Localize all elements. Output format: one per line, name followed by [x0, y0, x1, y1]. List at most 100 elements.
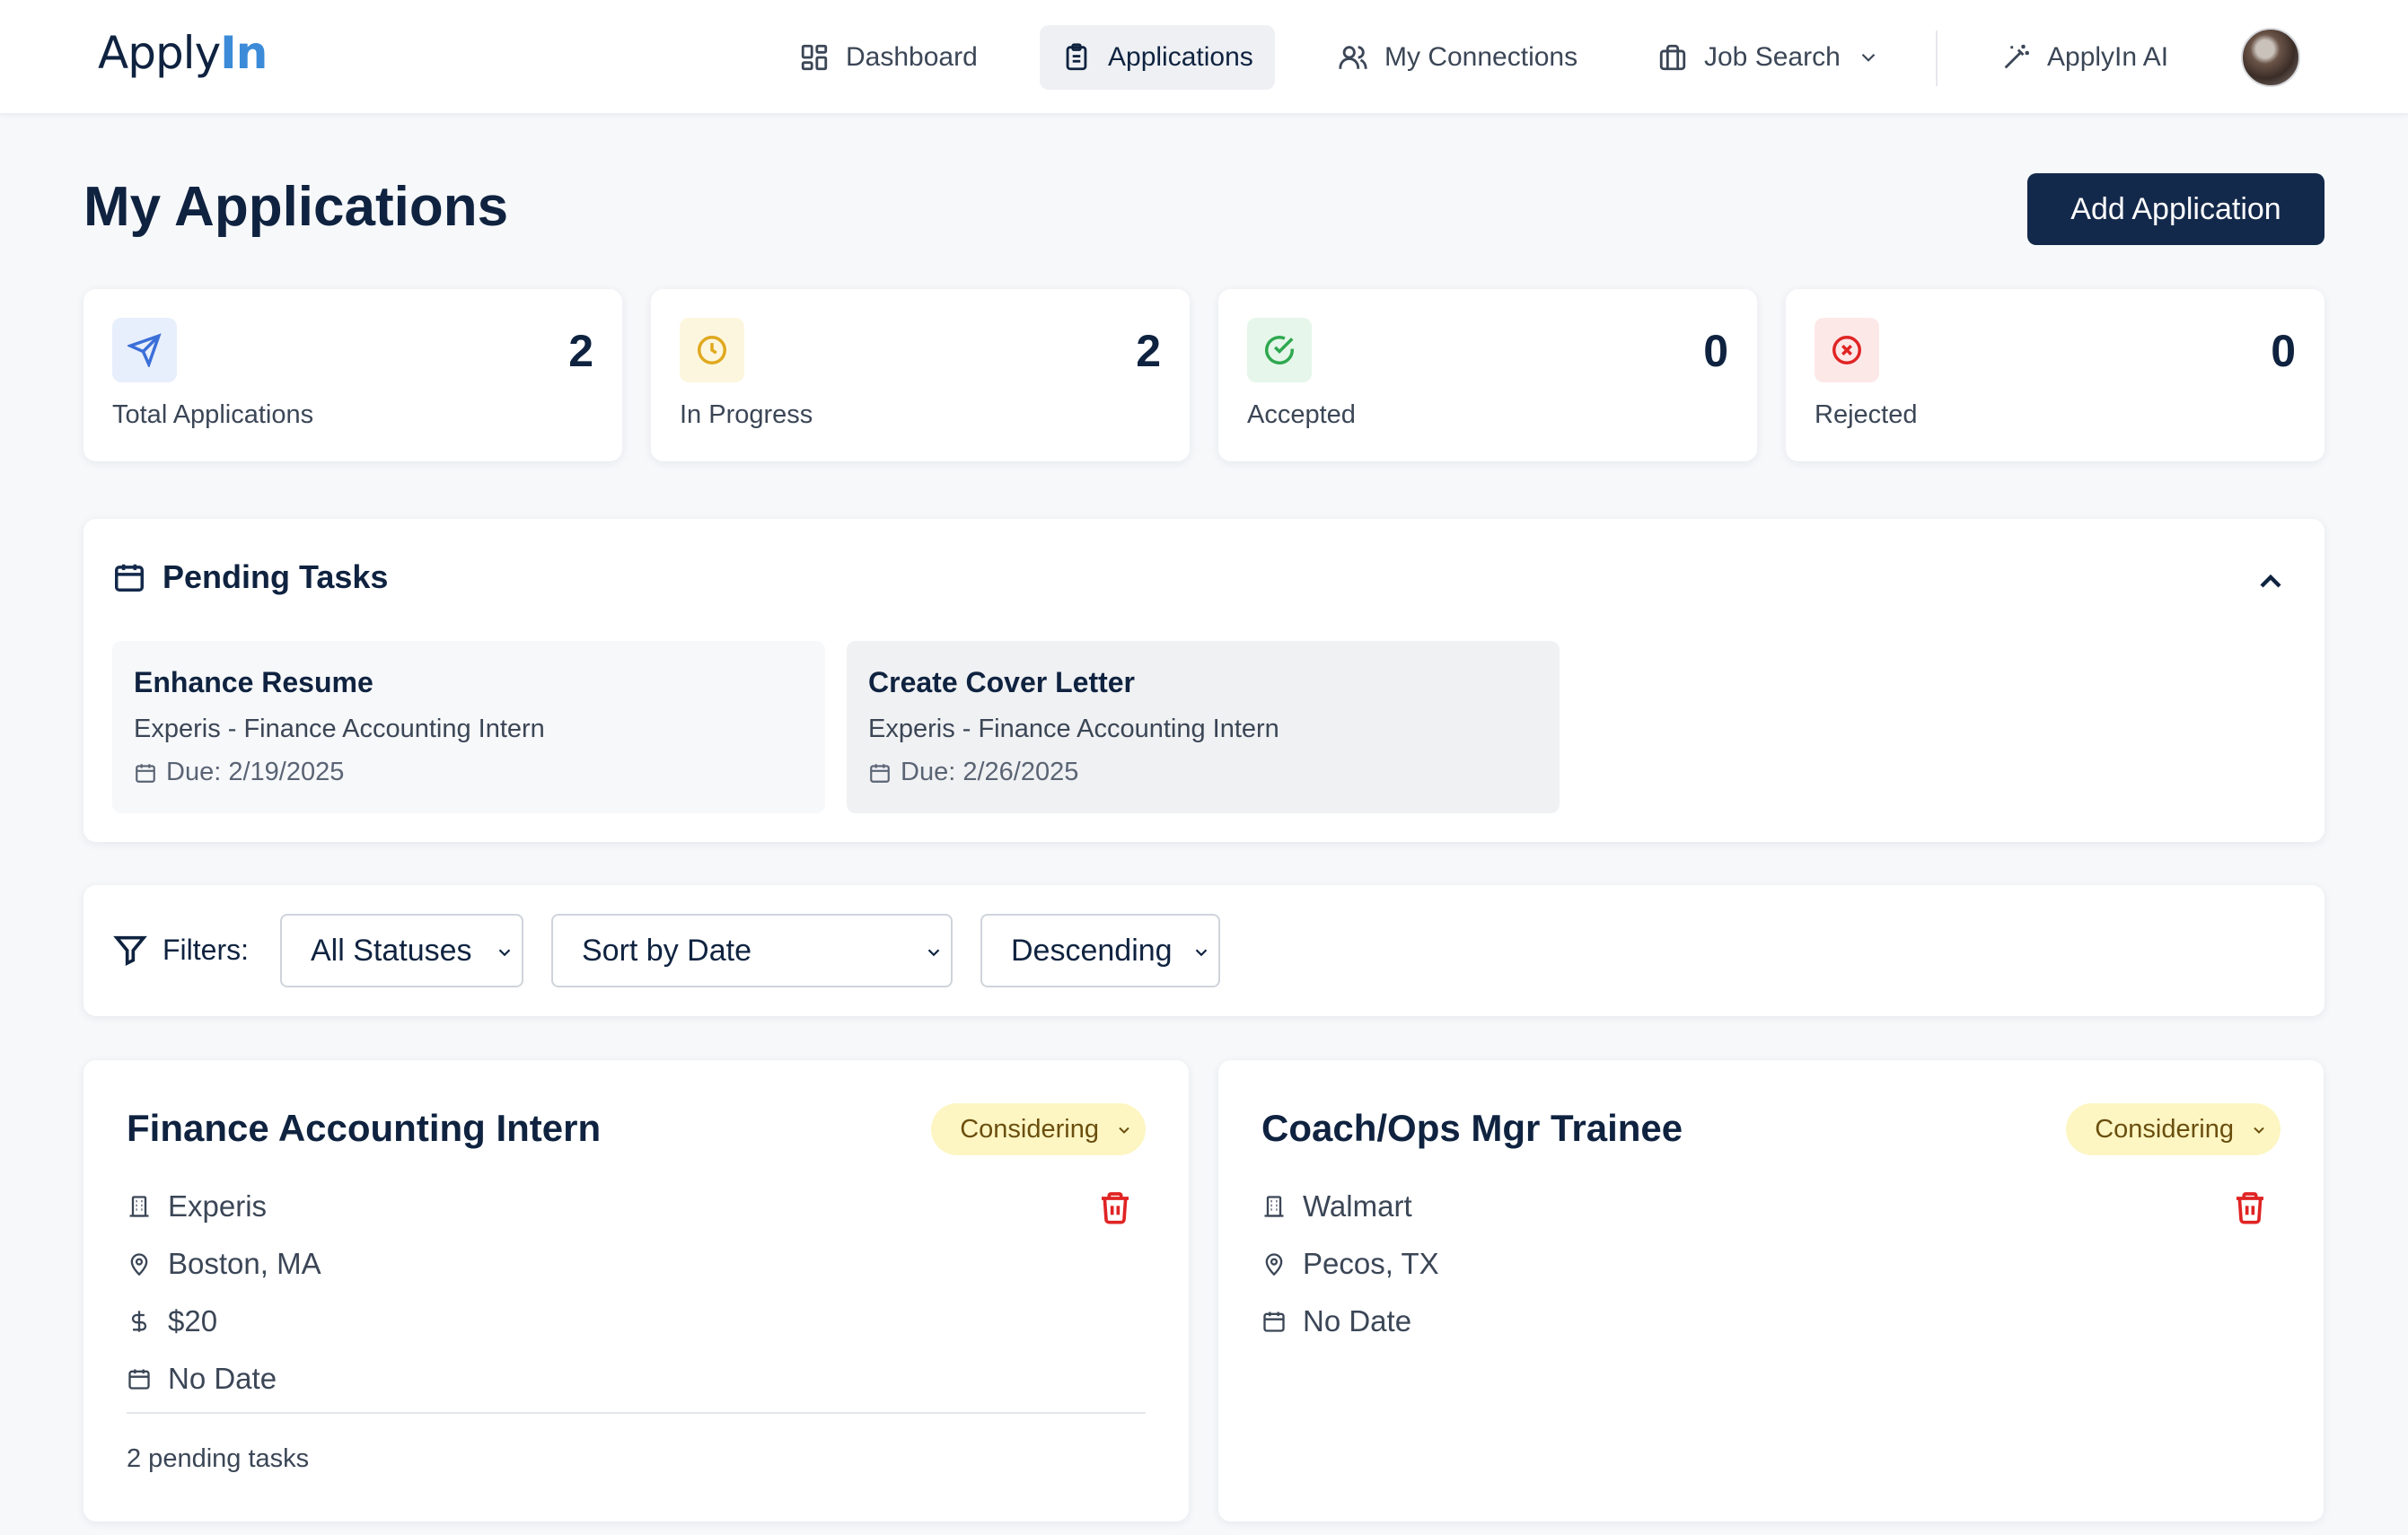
trash-icon	[2237, 1192, 2263, 1224]
sort-select[interactable]: Sort by Date	[551, 914, 953, 987]
stat-label: In Progress	[680, 400, 813, 429]
application-card[interactable]: Coach/Ops Mgr Trainee Considering Walmar…	[1218, 1060, 2324, 1522]
status-dropdown[interactable]: Considering	[931, 1103, 1146, 1155]
send-icon	[127, 333, 162, 367]
stat-icon-box	[1247, 318, 1312, 382]
stat-value: 2	[568, 326, 593, 376]
location-row: Boston, MA	[127, 1247, 321, 1281]
clipboard-icon	[1066, 43, 1087, 71]
nav-my-connections[interactable]: My Connections	[1316, 25, 1599, 90]
stat-value: 0	[1703, 326, 1728, 376]
location: Pecos, TX	[1303, 1247, 1439, 1280]
users-icon	[1339, 46, 1367, 69]
task-title: Enhance Resume	[134, 666, 374, 698]
magic-wand-icon	[2004, 44, 2029, 69]
salary-row: $20	[127, 1304, 217, 1338]
company-name: Experis	[168, 1189, 268, 1223]
chevron-down-icon	[1195, 949, 1208, 957]
nav-dashboard[interactable]: Dashboard	[778, 25, 999, 90]
stat-icon-box	[680, 318, 744, 382]
stat-accepted: 0 Accepted	[1218, 289, 1757, 461]
filters-panel: Filters: All Statuses Sort by Date Desce…	[83, 885, 2325, 1016]
collapse-button[interactable]	[2253, 564, 2289, 600]
nav-divider	[1936, 31, 1938, 86]
calendar-icon	[1263, 1311, 1285, 1332]
sort-select-value: Sort by Date	[582, 933, 751, 968]
pending-task-count: 2 pending tasks	[127, 1444, 310, 1473]
grid-icon	[801, 44, 828, 71]
top-nav: ApplyIn Dashboard Applications My Connec…	[0, 0, 2408, 115]
task-due: Due: 2/26/2025	[868, 758, 1078, 787]
calendar-icon	[136, 763, 155, 783]
task-card[interactable]: Create Cover Letter Experis - Finance Ac…	[847, 641, 1560, 813]
add-application-button[interactable]: Add Application	[2027, 173, 2325, 245]
stat-value: 0	[2271, 326, 2296, 376]
map-pin-icon	[130, 1253, 148, 1276]
location: Boston, MA	[168, 1247, 321, 1280]
chevron-down-icon	[498, 949, 511, 957]
nav-applications[interactable]: Applications	[1040, 25, 1275, 90]
stat-value: 2	[1136, 326, 1161, 376]
dollar-icon	[131, 1311, 147, 1332]
chevron-up-icon	[2260, 574, 2281, 588]
filters-text: Filters:	[163, 933, 249, 966]
status-select-value: All Statuses	[311, 933, 472, 968]
nav-job-search[interactable]: Job Search	[1636, 25, 1902, 90]
order-select[interactable]: Descending	[980, 914, 1220, 987]
delete-button[interactable]	[1097, 1189, 1133, 1225]
stat-label: Accepted	[1247, 400, 1356, 429]
order-select-value: Descending	[1011, 933, 1173, 968]
nav-label: Job Search	[1704, 42, 1841, 72]
building-icon	[1264, 1196, 1284, 1217]
status-select[interactable]: All Statuses	[280, 914, 523, 987]
company-row: Experis	[127, 1189, 267, 1224]
chevron-down-icon	[2254, 1127, 2264, 1134]
application-title: Coach/Ops Mgr Trainee	[1261, 1107, 1683, 1149]
chevron-down-icon	[927, 949, 940, 957]
pending-tasks-title: Pending Tasks	[163, 558, 389, 595]
application-title: Finance Accounting Intern	[127, 1107, 602, 1149]
date-row: No Date	[127, 1362, 277, 1396]
trash-icon	[1102, 1192, 1129, 1224]
nav-label: ApplyIn AI	[2047, 42, 2169, 72]
nav-label: Dashboard	[846, 42, 978, 72]
chevron-down-icon	[1861, 53, 1876, 62]
company-row: Walmart	[1261, 1189, 1412, 1224]
calendar-icon	[128, 1369, 150, 1390]
check-circle-icon	[1265, 336, 1294, 364]
filter-icon	[113, 935, 147, 966]
location-row: Pecos, TX	[1261, 1247, 1439, 1281]
stat-icon-box	[112, 318, 177, 382]
divider	[127, 1412, 1146, 1414]
map-pin-icon	[1265, 1253, 1283, 1276]
salary: $20	[168, 1304, 218, 1338]
status-dropdown[interactable]: Considering	[2066, 1103, 2281, 1155]
delete-button[interactable]	[2232, 1189, 2268, 1225]
clock-icon	[698, 336, 726, 364]
stat-label: Total Applications	[112, 400, 314, 429]
nav-label: My Connections	[1384, 42, 1578, 72]
stat-in-progress: 2 In Progress	[651, 289, 1190, 461]
stat-label: Rejected	[1815, 400, 1918, 429]
filters-label: Filters:	[112, 932, 249, 968]
x-circle-icon	[1832, 336, 1861, 364]
status-value: Considering	[2095, 1114, 2234, 1144]
avatar[interactable]	[2241, 28, 2300, 87]
application-date: No Date	[168, 1362, 277, 1395]
task-card[interactable]: Enhance Resume Experis - Finance Account…	[112, 641, 825, 813]
task-subtitle: Experis - Finance Accounting Intern	[868, 715, 1279, 743]
pending-tasks-panel: Pending Tasks Enhance Resume Experis - F…	[83, 519, 2325, 842]
pending-tasks-header: Pending Tasks	[112, 558, 388, 596]
logo[interactable]: ApplyIn	[98, 27, 268, 79]
calendar-icon	[115, 564, 144, 592]
task-due-date: Due: 2/26/2025	[901, 758, 1079, 786]
page-title: My Applications	[83, 176, 509, 238]
company-name: Walmart	[1303, 1189, 1412, 1223]
status-value: Considering	[960, 1114, 1099, 1144]
application-date: No Date	[1303, 1304, 1412, 1338]
application-card[interactable]: Finance Accounting Intern Considering Ex…	[83, 1060, 1189, 1522]
date-row: No Date	[1261, 1304, 1411, 1338]
stat-rejected: 0 Rejected	[1786, 289, 2325, 461]
building-icon	[129, 1196, 149, 1217]
nav-applyin-ai[interactable]: ApplyIn AI	[1979, 25, 2190, 90]
